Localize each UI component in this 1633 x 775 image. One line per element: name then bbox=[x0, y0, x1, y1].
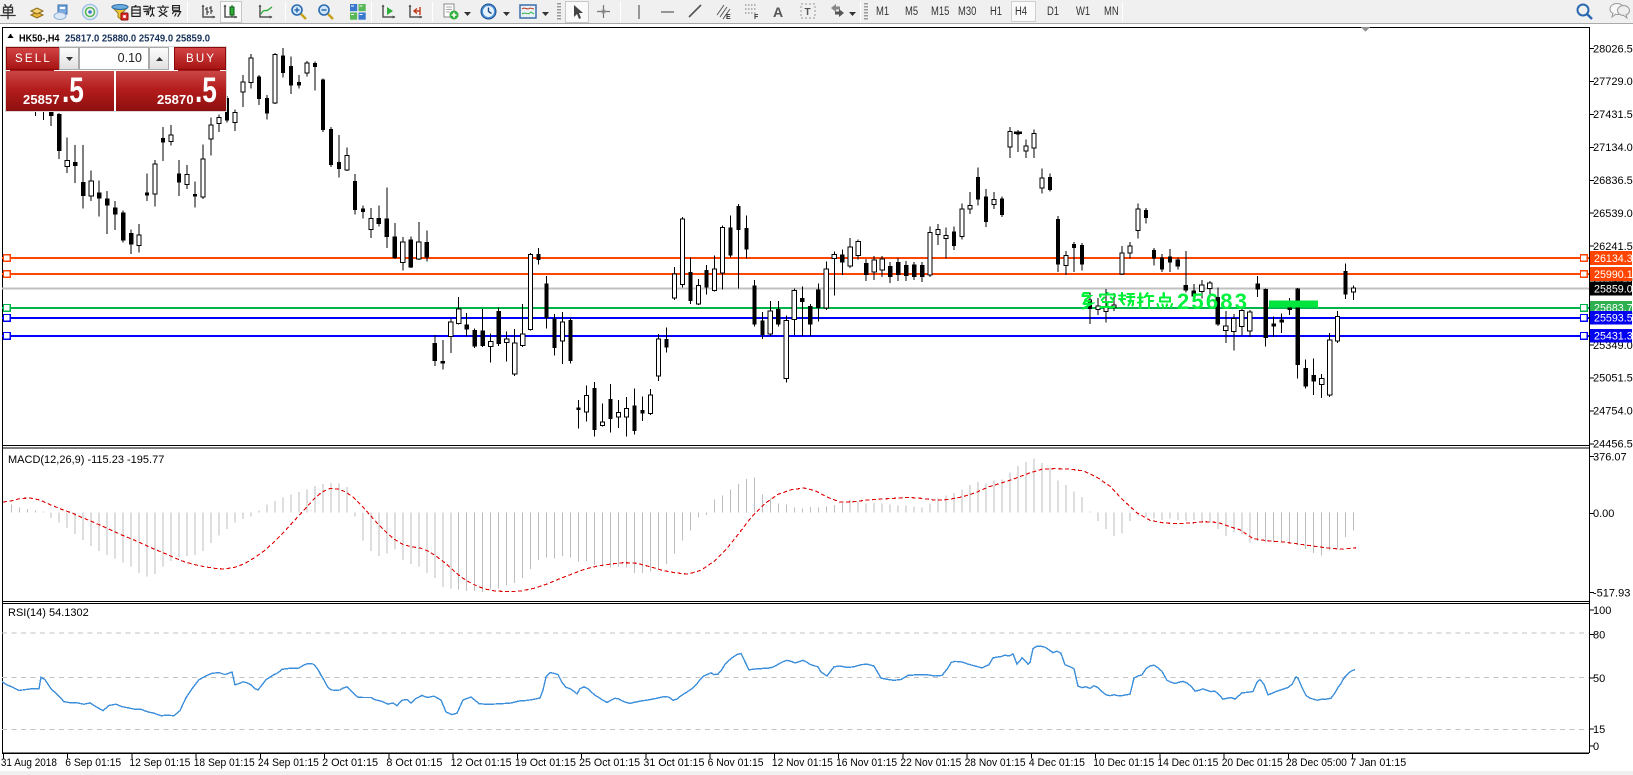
svg-text:100: 100 bbox=[1593, 605, 1611, 617]
svg-text:31 Oct 01:15: 31 Oct 01:15 bbox=[643, 757, 704, 769]
svg-text:8 Oct 01:15: 8 Oct 01:15 bbox=[386, 757, 442, 769]
svg-text:2 Oct 01:15: 2 Oct 01:15 bbox=[322, 757, 378, 769]
svg-text:MACD(12,26,9) -115.23 -195.77: MACD(12,26,9) -115.23 -195.77 bbox=[8, 454, 164, 466]
svg-text:0: 0 bbox=[1593, 741, 1599, 753]
svg-text:26836.5: 26836.5 bbox=[1593, 175, 1633, 187]
svg-text:F: F bbox=[754, 14, 759, 20]
svg-text:24754.0: 24754.0 bbox=[1593, 406, 1633, 418]
svg-text:25349.0: 25349.0 bbox=[1593, 340, 1633, 352]
svg-text:24456.5: 24456.5 bbox=[1593, 439, 1633, 451]
svg-text:HK50-,H4: HK50-,H4 bbox=[19, 33, 60, 45]
svg-text:7 Jan 01:15: 7 Jan 01:15 bbox=[1350, 757, 1406, 769]
svg-text:12 Sep 01:15: 12 Sep 01:15 bbox=[129, 757, 190, 769]
svg-text:4 Dec 01:15: 4 Dec 01:15 bbox=[1029, 757, 1085, 769]
svg-text:14 Dec 01:15: 14 Dec 01:15 bbox=[1157, 757, 1218, 769]
svg-text:20 Dec 01:15: 20 Dec 01:15 bbox=[1222, 757, 1283, 769]
svg-text:E: E bbox=[726, 14, 731, 20]
svg-text:376.07: 376.07 bbox=[1593, 451, 1627, 463]
svg-text:22 Nov 01:15: 22 Nov 01:15 bbox=[900, 757, 961, 769]
svg-text:25051.5: 25051.5 bbox=[1593, 373, 1633, 385]
svg-text:25859.0: 25859.0 bbox=[1594, 283, 1633, 295]
svg-text:27134.0: 27134.0 bbox=[1593, 142, 1633, 154]
svg-text:12 Nov 01:15: 12 Nov 01:15 bbox=[772, 757, 833, 769]
svg-text:25593.5: 25593.5 bbox=[1594, 313, 1633, 325]
svg-text:26134.3: 26134.3 bbox=[1594, 253, 1633, 265]
svg-text:15: 15 bbox=[1593, 724, 1605, 736]
svg-text:25990.1: 25990.1 bbox=[1594, 269, 1633, 281]
svg-text:16 Nov 01:15: 16 Nov 01:15 bbox=[836, 757, 897, 769]
svg-text:26241.5: 26241.5 bbox=[1593, 241, 1633, 253]
svg-text:28026.5: 28026.5 bbox=[1593, 43, 1633, 55]
svg-text:25683: 25683 bbox=[1177, 289, 1249, 314]
svg-text:28 Dec 05:00: 28 Dec 05:00 bbox=[1286, 757, 1347, 769]
svg-text:6 Nov 01:15: 6 Nov 01:15 bbox=[708, 757, 764, 769]
svg-text:19 Oct 01:15: 19 Oct 01:15 bbox=[515, 757, 576, 769]
svg-text:28 Nov 01:15: 28 Nov 01:15 bbox=[965, 757, 1026, 769]
svg-text:27729.0: 27729.0 bbox=[1593, 76, 1633, 88]
svg-text:31 Aug 2018: 31 Aug 2018 bbox=[1, 757, 57, 769]
svg-text:0.00: 0.00 bbox=[1593, 508, 1614, 520]
svg-text:27431.5: 27431.5 bbox=[1593, 109, 1633, 121]
svg-text:25817.0 25880.0 25749.0 25859.: 25817.0 25880.0 25749.0 25859.0 bbox=[65, 33, 210, 45]
svg-text:-517.93: -517.93 bbox=[1593, 587, 1630, 599]
svg-text:80: 80 bbox=[1593, 629, 1605, 641]
svg-text:6 Sep 01:15: 6 Sep 01:15 bbox=[65, 757, 121, 769]
svg-text:10 Dec 01:15: 10 Dec 01:15 bbox=[1093, 757, 1154, 769]
svg-text:12 Oct 01:15: 12 Oct 01:15 bbox=[451, 757, 512, 769]
svg-text:T: T bbox=[805, 7, 811, 18]
svg-text:25431.3: 25431.3 bbox=[1594, 331, 1633, 343]
svg-text:50: 50 bbox=[1593, 673, 1605, 685]
svg-text:24 Sep 01:15: 24 Sep 01:15 bbox=[258, 757, 319, 769]
svg-text:25 Oct 01:15: 25 Oct 01:15 bbox=[579, 757, 640, 769]
svg-text:26539.0: 26539.0 bbox=[1593, 208, 1633, 220]
svg-text:18 Sep 01:15: 18 Sep 01:15 bbox=[194, 757, 255, 769]
svg-text:RSI(14) 54.1302: RSI(14) 54.1302 bbox=[8, 607, 89, 619]
